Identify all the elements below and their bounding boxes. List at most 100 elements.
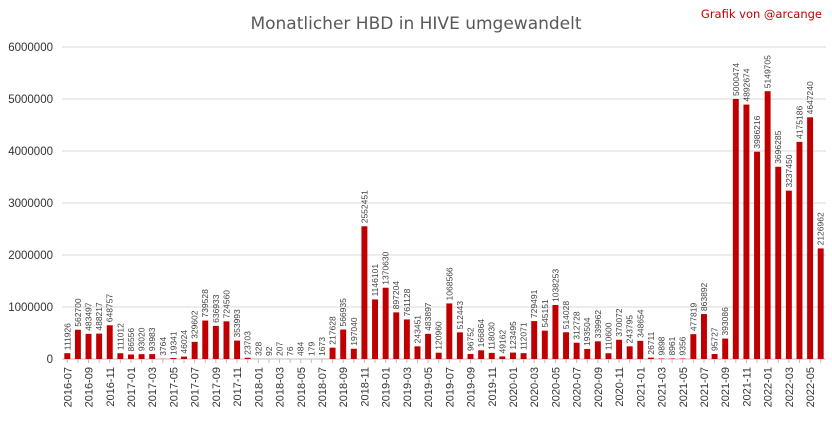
data-label: 477819 bbox=[688, 303, 698, 332]
x-tick-label: 2019-07 bbox=[444, 367, 456, 407]
bar bbox=[457, 332, 463, 359]
bar bbox=[722, 339, 728, 359]
data-label: 111012 bbox=[115, 323, 125, 350]
bar bbox=[107, 325, 113, 359]
x-tick-label: 2017-05 bbox=[168, 367, 180, 407]
bar bbox=[754, 152, 760, 359]
data-label: 4647240 bbox=[805, 81, 815, 114]
x-tick-label: 2019-01 bbox=[381, 367, 393, 407]
bar bbox=[659, 358, 665, 359]
bar bbox=[690, 334, 696, 359]
bar bbox=[531, 321, 537, 359]
bar bbox=[170, 358, 176, 359]
bar bbox=[351, 349, 357, 359]
data-label: 312728 bbox=[572, 311, 582, 340]
x-tick-label: 2016-11 bbox=[105, 367, 117, 407]
bar bbox=[775, 167, 781, 359]
x-tick-label: 2021-09 bbox=[720, 367, 732, 407]
bar bbox=[606, 353, 612, 359]
data-label: 118030 bbox=[487, 322, 497, 350]
x-tick-label: 2021-11 bbox=[741, 367, 753, 407]
x-tick-label: 2018-09 bbox=[338, 367, 350, 407]
bar bbox=[818, 248, 824, 359]
data-label: 49162 bbox=[497, 330, 507, 354]
bar bbox=[224, 321, 230, 359]
chart-credit: Grafik von @arcange bbox=[701, 7, 822, 21]
data-label: 5000474 bbox=[731, 63, 741, 96]
data-label: 9356 bbox=[678, 336, 688, 355]
data-label: 483497 bbox=[84, 302, 94, 331]
bar bbox=[468, 354, 474, 359]
data-label: 23703 bbox=[243, 331, 253, 355]
data-label: 483897 bbox=[423, 302, 433, 331]
data-label: 370072 bbox=[614, 308, 624, 337]
bar bbox=[478, 350, 484, 359]
bar bbox=[436, 353, 442, 359]
bar bbox=[415, 346, 421, 359]
data-label: 2126962 bbox=[816, 212, 826, 245]
data-label: 3986216 bbox=[752, 115, 762, 148]
data-label: 1146101 bbox=[370, 264, 380, 297]
bar bbox=[383, 288, 389, 359]
data-label: 484 bbox=[296, 342, 306, 356]
x-tick-label: 2021-07 bbox=[699, 367, 711, 407]
bar bbox=[75, 330, 81, 359]
data-label: 863892 bbox=[699, 282, 709, 311]
data-label: 2552451 bbox=[359, 190, 369, 223]
data-label: 46024 bbox=[179, 330, 189, 354]
data-label: 217628 bbox=[328, 316, 338, 345]
bar bbox=[637, 341, 643, 359]
data-label: 112071 bbox=[519, 322, 529, 350]
data-label: 86556 bbox=[126, 328, 136, 352]
data-label: 636933 bbox=[211, 294, 221, 323]
bar bbox=[245, 358, 251, 359]
chart-title: Monatlicher HBD in HIVE umgewandelt bbox=[250, 14, 581, 34]
x-tick-label: 2020-01 bbox=[508, 367, 520, 407]
bar bbox=[552, 305, 558, 359]
data-label: 120960 bbox=[434, 321, 444, 350]
bar bbox=[701, 314, 707, 359]
x-tick-label: 2016-07 bbox=[62, 367, 74, 407]
data-label: 123495 bbox=[508, 321, 518, 350]
bar bbox=[202, 321, 208, 359]
bar bbox=[499, 356, 505, 359]
bar bbox=[340, 330, 346, 359]
data-label: 193504 bbox=[582, 317, 592, 346]
x-tick-label: 2022-03 bbox=[784, 367, 796, 407]
data-label: 1673 bbox=[317, 337, 327, 356]
bar bbox=[542, 331, 548, 359]
bar bbox=[627, 346, 633, 359]
data-label: 545151 bbox=[540, 299, 550, 328]
x-tick-label: 2018-03 bbox=[275, 367, 287, 407]
data-label: 3237450 bbox=[784, 154, 794, 187]
x-tick-label: 2020-03 bbox=[529, 367, 541, 407]
bar bbox=[96, 334, 102, 359]
bar bbox=[139, 354, 145, 359]
bar bbox=[807, 117, 813, 359]
bar bbox=[404, 319, 410, 359]
x-tick-label: 2019-11 bbox=[487, 367, 499, 407]
x-tick-label: 2018-07 bbox=[317, 367, 329, 407]
y-tick-label: 4000000 bbox=[8, 146, 53, 158]
data-label: 353993 bbox=[232, 309, 242, 338]
data-label: 8961 bbox=[667, 336, 677, 355]
bar bbox=[117, 353, 123, 359]
data-label: 729491 bbox=[529, 289, 539, 318]
bar bbox=[128, 354, 134, 359]
data-label: 9898 bbox=[657, 336, 667, 355]
bar bbox=[712, 354, 718, 359]
bar bbox=[510, 353, 516, 359]
bar bbox=[64, 353, 70, 359]
bar bbox=[361, 226, 367, 359]
data-label: 348654 bbox=[635, 309, 645, 338]
bar bbox=[149, 354, 155, 359]
data-label: 566935 bbox=[338, 298, 348, 327]
data-label: 3696285 bbox=[773, 130, 783, 163]
bar bbox=[616, 340, 622, 359]
data-label: 76 bbox=[285, 346, 295, 356]
x-tick-label: 2019-09 bbox=[466, 367, 478, 407]
x-tick-label: 2017-01 bbox=[126, 367, 138, 407]
x-tick-label: 2018-11 bbox=[359, 367, 371, 407]
x-tick-label: 2020-07 bbox=[572, 367, 584, 407]
